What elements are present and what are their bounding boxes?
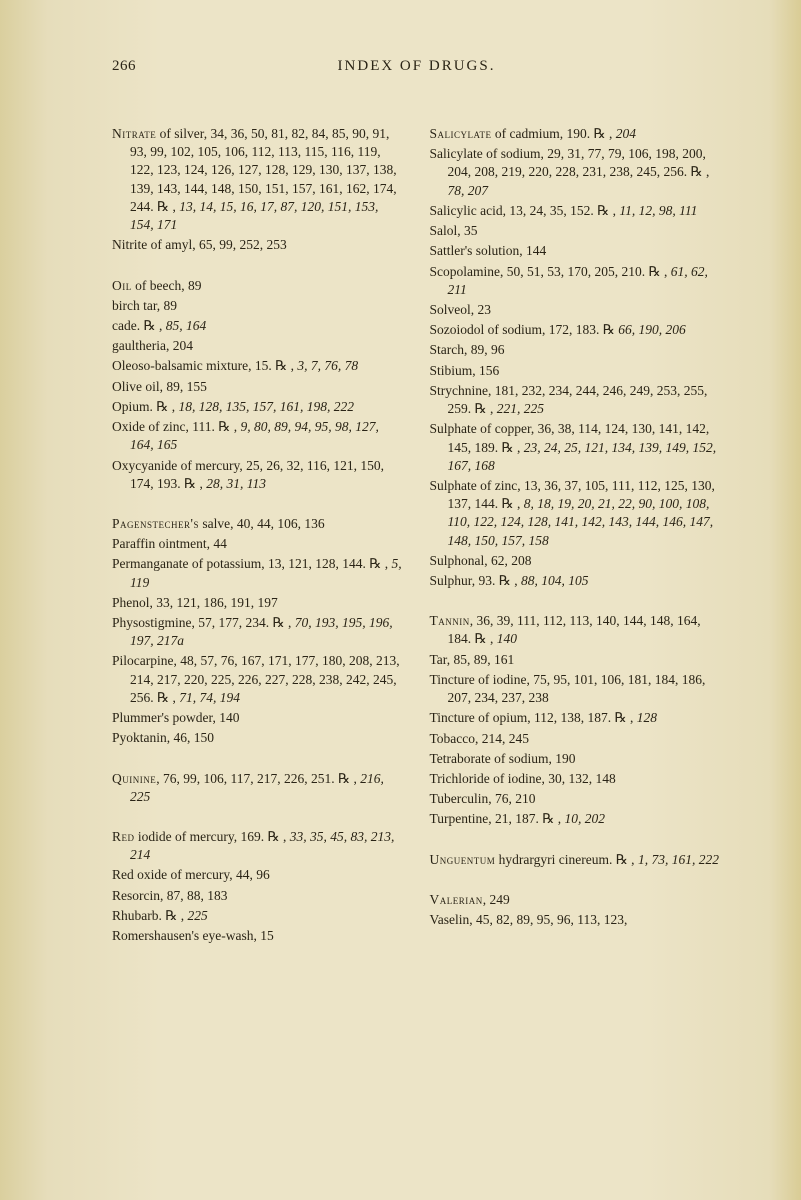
index-entry: Valerian, 249 [430,891,722,909]
index-entry: Salicylate of sodium, 29, 31, 77, 79, 10… [430,145,722,200]
index-entry: gaultheria, 204 [112,337,404,355]
index-entry: Sozoiodol of sodium, 172, 183. ℞ 66, 190… [430,321,722,339]
index-entry: Salol, 35 [430,222,722,240]
index-entry: Tetraborate of sodium, 190 [430,750,722,768]
index-entry: Oxycyanide of mercury, 25, 26, 32, 116, … [112,457,404,493]
index-entry: Permanganate of potassium, 13, 121, 128,… [112,555,404,591]
index-entry: Olive oil, 89, 155 [112,378,404,396]
page: 266 INDEX OF DRUGS. Nitrate of silver, 3… [0,0,801,1200]
index-entry: Phenol, 33, 121, 186, 191, 197 [112,594,404,612]
index-entry: Red oxide of mercury, 44, 96 [112,866,404,884]
index-entry: Quinine, 76, 99, 106, 117, 217, 226, 251… [112,770,404,806]
index-entry: Trichloride of iodine, 30, 132, 148 [430,770,722,788]
page-header: 266 INDEX OF DRUGS. [112,58,721,75]
index-entry: Strychnine, 181, 232, 234, 244, 246, 249… [430,382,722,418]
index-entry: Resorcin, 87, 88, 183 [112,887,404,905]
index-entry: Physostigmine, 57, 177, 234. ℞ , 70, 193… [112,614,404,650]
index-entry: Paraffin ointment, 44 [112,535,404,553]
columns: Nitrate of silver, 34, 36, 50, 81, 82, 8… [112,125,721,947]
index-entry: Plummer's powder, 140 [112,709,404,727]
index-entry: Pagenstecher's salve, 40, 44, 106, 136 [112,515,404,533]
index-entry: birch tar, 89 [112,297,404,315]
index-entry: Scopolamine, 50, 51, 53, 170, 205, 210. … [430,263,722,299]
index-entry: Sulphate of copper, 36, 38, 114, 124, 13… [430,420,722,475]
index-entry: cade. ℞ , 85, 164 [112,317,404,335]
index-entry: Oleoso-balsamic mixture, 15. ℞ , 3, 7, 7… [112,357,404,375]
index-entry: Tannin, 36, 39, 111, 112, 113, 140, 144,… [430,612,722,648]
index-entry: Opium. ℞ , 18, 128, 135, 157, 161, 198, … [112,398,404,416]
index-entry: Oil of beech, 89 [112,277,404,295]
left-column: Nitrate of silver, 34, 36, 50, 81, 82, 8… [112,125,404,947]
index-entry: Nitrate of silver, 34, 36, 50, 81, 82, 8… [112,125,404,234]
index-entry: Oxide of zinc, 111. ℞ , 9, 80, 89, 94, 9… [112,418,404,454]
index-entry: Sulphur, 93. ℞ , 88, 104, 105 [430,572,722,590]
page-title: INDEX OF DRUGS. [172,58,661,75]
header-spacer [661,58,721,75]
index-entry: Solveol, 23 [430,301,722,319]
index-entry: Sulphate of zinc, 13, 36, 37, 105, 111, … [430,477,722,550]
index-entry: Vaselin, 45, 82, 89, 95, 96, 113, 123, [430,911,722,929]
index-entry: Rhubarb. ℞ , 225 [112,907,404,925]
index-entry: Tuberculin, 76, 210 [430,790,722,808]
index-entry: Pyoktanin, 46, 150 [112,729,404,747]
index-entry: Tincture of opium, 112, 138, 187. ℞ , 12… [430,709,722,727]
index-entry: Sattler's solution, 144 [430,242,722,260]
index-entry: Salicylate of cadmium, 190. ℞ , 204 [430,125,722,143]
index-entry: Salicylic acid, 13, 24, 35, 152. ℞ , 11,… [430,202,722,220]
page-number: 266 [112,58,172,75]
right-column: Salicylate of cadmium, 190. ℞ , 204 Salic… [430,125,722,947]
index-entry: Stibium, 156 [430,362,722,380]
index-entry: Starch, 89, 96 [430,341,722,359]
index-entry: Tincture of iodine, 75, 95, 101, 106, 18… [430,671,722,707]
index-entry: Sulphonal, 62, 208 [430,552,722,570]
index-entry: Nitrite of amyl, 65, 99, 252, 253 [112,236,404,254]
index-entry: Tar, 85, 89, 161 [430,651,722,669]
index-entry: Pilocarpine, 48, 57, 76, 167, 171, 177, … [112,652,404,707]
index-entry: Tobacco, 214, 245 [430,730,722,748]
index-entry: Romershausen's eye-wash, 15 [112,927,404,945]
index-entry: Turpentine, 21, 187. ℞ , 10, 202 [430,810,722,828]
index-entry: Red iodide of mercury, 169. ℞ , 33, 35, … [112,828,404,864]
index-entry: Unguentum hydrargyri cinereum. ℞ , 1, 73… [430,851,722,869]
